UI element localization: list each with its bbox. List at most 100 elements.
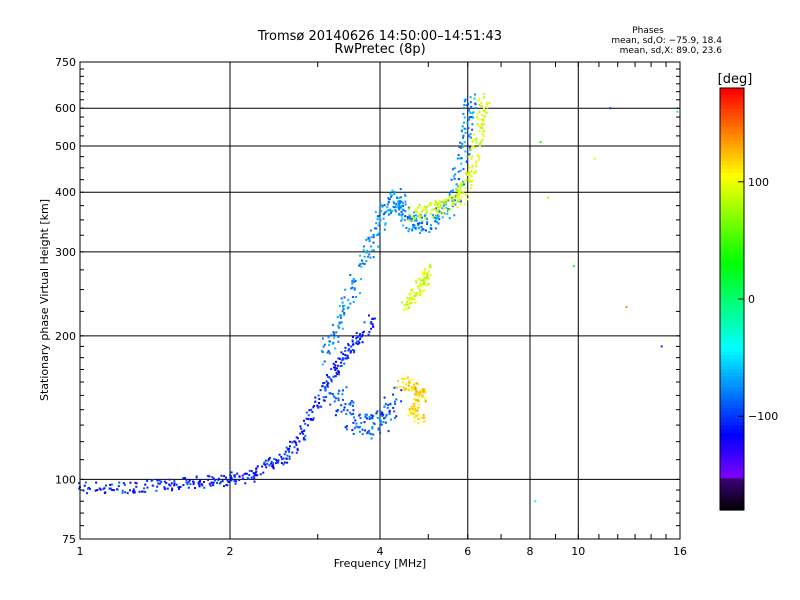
data-point [87, 487, 89, 490]
data-point [464, 194, 467, 197]
data-point [358, 264, 361, 267]
data-point [340, 321, 343, 324]
data-point [456, 189, 459, 192]
data-point [169, 484, 172, 487]
data-point [173, 484, 176, 487]
data-point [394, 402, 397, 405]
data-point [333, 395, 336, 398]
data-point [388, 413, 391, 415]
data-point [424, 398, 427, 401]
data-point [369, 321, 372, 324]
data-point [404, 210, 407, 213]
data-point [250, 476, 253, 479]
colorbar-band [720, 288, 744, 293]
data-point [423, 276, 426, 279]
data-point [340, 364, 343, 367]
colorbar-band [720, 158, 744, 163]
data-point [478, 97, 481, 100]
data-point [411, 297, 414, 300]
data-point [300, 427, 303, 430]
colorbar-band [720, 446, 744, 451]
colorbar-band [720, 309, 744, 314]
data-point [389, 192, 392, 195]
data-point [478, 103, 481, 106]
data-point [471, 112, 474, 115]
data-point [355, 332, 358, 334]
data-point [466, 174, 469, 176]
data-point [298, 440, 301, 443]
data-point [417, 277, 420, 280]
data-point [409, 411, 412, 414]
data-point [303, 419, 305, 422]
data-point [377, 224, 380, 227]
x-tick-label: 8 [527, 545, 534, 558]
data-point [423, 205, 426, 208]
colorbar-band [720, 422, 744, 427]
data-point [295, 443, 298, 446]
data-point [372, 236, 375, 239]
data-point [463, 141, 466, 144]
colorbar-band [720, 218, 744, 223]
data-point [434, 204, 437, 207]
data-point [336, 409, 339, 411]
data-point [417, 406, 420, 409]
data-point [318, 402, 320, 404]
data-point [430, 208, 433, 211]
data-point [398, 202, 401, 205]
colorbar-band [720, 495, 744, 501]
data-point [350, 399, 353, 402]
data-point [471, 141, 474, 143]
data-point [111, 489, 114, 491]
data-point [98, 487, 101, 490]
data-point [400, 205, 403, 208]
data-point [370, 249, 373, 252]
data-point [272, 462, 275, 465]
data-point [219, 481, 222, 484]
data-point [230, 479, 233, 482]
colorbar-band [720, 425, 744, 430]
data-point [116, 488, 119, 491]
colorbar-band [720, 481, 744, 486]
data-point [419, 289, 422, 292]
colorbar-band [720, 306, 744, 311]
data-point [382, 421, 385, 423]
data-point [459, 146, 462, 149]
data-point [359, 417, 362, 420]
data-point [387, 196, 390, 199]
data-point [423, 282, 425, 285]
data-point [379, 202, 382, 205]
data-point [482, 135, 485, 138]
colorbar-band [720, 284, 744, 290]
data-point [459, 203, 462, 205]
data-point [230, 477, 233, 480]
colorbar-band [720, 133, 744, 138]
data-point [328, 344, 331, 347]
data-point [360, 422, 363, 424]
data-point [411, 386, 414, 389]
colorbar-band [720, 130, 744, 135]
data-point [463, 107, 465, 110]
colorbar-band [720, 337, 744, 342]
data-point [268, 458, 270, 461]
data-point [304, 434, 307, 437]
colorbar-band [720, 369, 744, 374]
data-point [386, 406, 389, 409]
data-point [328, 392, 331, 394]
data-point [244, 482, 247, 485]
data-point [444, 207, 447, 210]
data-point [375, 227, 378, 230]
data-point [301, 430, 303, 433]
data-point [364, 429, 367, 432]
data-point [420, 416, 423, 419]
data-point [305, 411, 308, 414]
data-point [429, 202, 432, 205]
colorbar-band [720, 323, 744, 328]
data-point [467, 154, 470, 157]
data-point [457, 191, 460, 194]
data-point [384, 421, 387, 424]
data-point [413, 398, 416, 401]
data-point [227, 480, 230, 483]
y-tick-label: 100 [55, 473, 76, 486]
data-point [486, 106, 489, 109]
data-point [385, 402, 387, 405]
